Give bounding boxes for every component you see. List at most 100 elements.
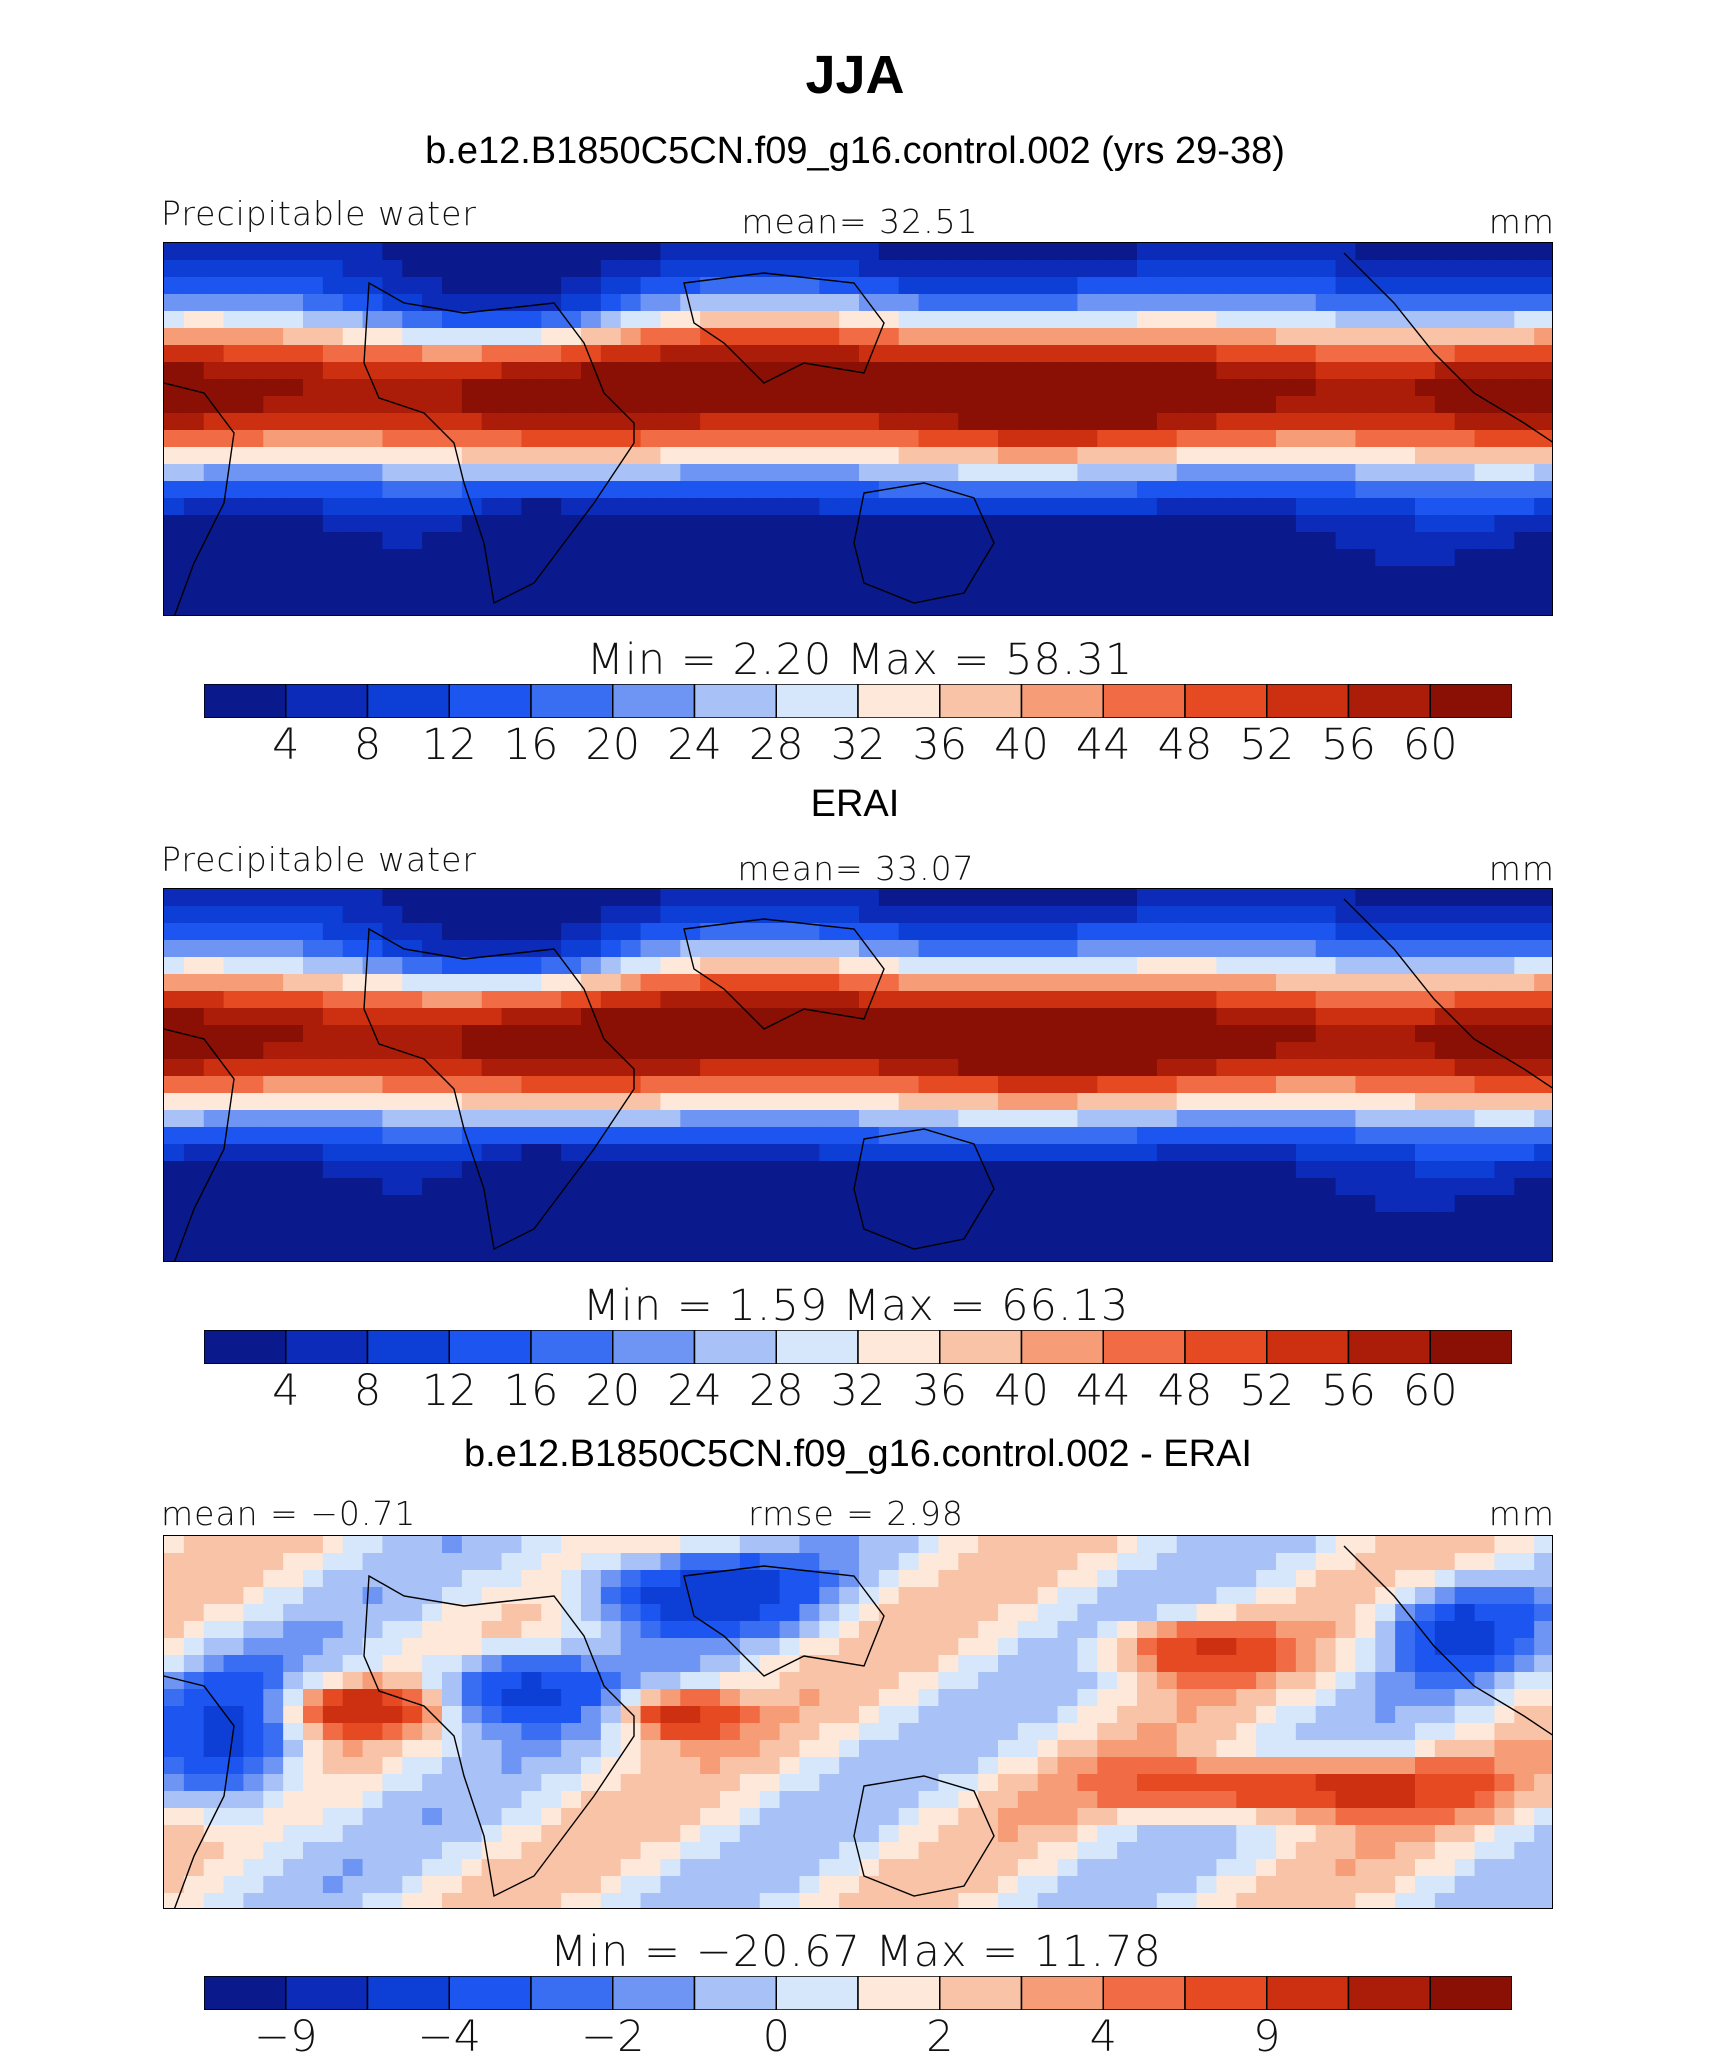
map-cell bbox=[1077, 243, 1098, 261]
map-cell bbox=[1236, 940, 1257, 958]
map-cell bbox=[362, 1536, 384, 1554]
map-cell bbox=[938, 566, 959, 584]
map-cell bbox=[1454, 1638, 1476, 1656]
map-cell bbox=[362, 1757, 384, 1775]
map-cell bbox=[1077, 1025, 1098, 1043]
map-cell bbox=[183, 957, 205, 975]
map-cell bbox=[1236, 1076, 1257, 1094]
map-cell bbox=[283, 1536, 304, 1554]
map-cell bbox=[859, 1093, 880, 1111]
map-cell bbox=[203, 583, 225, 601]
map-cell bbox=[859, 957, 880, 975]
map-cell bbox=[263, 1587, 284, 1605]
map-cell bbox=[1295, 923, 1317, 941]
map-cell bbox=[620, 396, 642, 414]
map-cell bbox=[481, 1246, 503, 1261]
map-cell bbox=[521, 923, 542, 941]
map-cell bbox=[561, 1195, 582, 1213]
map-cell bbox=[1474, 549, 1496, 567]
map-cell bbox=[1315, 430, 1337, 448]
map-cell bbox=[1514, 923, 1535, 941]
map-cell bbox=[1156, 1842, 1178, 1860]
map-cell bbox=[799, 1621, 820, 1639]
map-cell bbox=[303, 1655, 324, 1673]
map-cell bbox=[243, 1195, 264, 1213]
map-cell bbox=[1355, 1110, 1376, 1128]
map-cell bbox=[303, 1093, 324, 1111]
map-cell bbox=[918, 1008, 940, 1026]
map-cell bbox=[581, 1706, 602, 1724]
map-cell bbox=[541, 481, 562, 499]
panel-3-rmse-label: rmse = 2.98 bbox=[748, 1494, 964, 1533]
map-cell bbox=[739, 498, 761, 516]
map-cell bbox=[1335, 1161, 1357, 1179]
map-cell bbox=[1236, 1825, 1257, 1843]
map-cell bbox=[1474, 600, 1496, 615]
map-cell bbox=[183, 1212, 205, 1230]
map-cell bbox=[720, 328, 741, 346]
map-cell bbox=[382, 1059, 403, 1077]
map-cell bbox=[819, 1825, 840, 1843]
map-cell bbox=[1256, 1059, 1277, 1077]
map-cell bbox=[680, 1825, 701, 1843]
colorbar-box bbox=[1429, 1976, 1512, 2010]
map-cell bbox=[739, 1076, 761, 1094]
map-cell bbox=[283, 532, 304, 550]
map-cell bbox=[1434, 1587, 1456, 1605]
map-cell bbox=[739, 260, 761, 278]
map-cell bbox=[1395, 906, 1416, 924]
map-cell bbox=[978, 991, 999, 1009]
map-cell bbox=[1454, 430, 1476, 448]
map-cell bbox=[521, 1808, 542, 1826]
map-cell bbox=[1176, 1774, 1198, 1792]
map-cell bbox=[898, 1723, 920, 1741]
map-cell bbox=[1276, 957, 1297, 975]
map-cell bbox=[1276, 600, 1297, 615]
map-cell bbox=[283, 243, 304, 261]
map-cell bbox=[322, 1178, 344, 1196]
map-cell bbox=[541, 566, 562, 584]
map-cell bbox=[322, 243, 344, 261]
map-cell bbox=[481, 413, 503, 431]
map-cell bbox=[878, 379, 900, 397]
map-cell bbox=[1077, 1229, 1098, 1247]
map-cell bbox=[898, 889, 920, 907]
map-cell bbox=[402, 940, 423, 958]
map-cell bbox=[1315, 1161, 1337, 1179]
map-cell bbox=[799, 1570, 820, 1588]
map-cell bbox=[402, 515, 423, 533]
map-cell bbox=[700, 413, 721, 431]
map-cell bbox=[263, 1025, 284, 1043]
map-cell bbox=[263, 396, 284, 414]
map-cell bbox=[183, 566, 205, 584]
map-cell bbox=[541, 923, 562, 941]
map-cell bbox=[1017, 1229, 1039, 1247]
map-cell bbox=[362, 1161, 384, 1179]
map-cell bbox=[1276, 1893, 1297, 1908]
map-cell bbox=[1276, 345, 1297, 363]
map-cell bbox=[700, 464, 721, 482]
map-cell bbox=[203, 1076, 225, 1094]
map-cell bbox=[342, 1706, 364, 1724]
map-cell bbox=[362, 1178, 384, 1196]
map-cell bbox=[1494, 1893, 1515, 1908]
map-cell bbox=[680, 1229, 701, 1247]
coastline bbox=[853, 1775, 995, 1897]
map-cell bbox=[1434, 1774, 1456, 1792]
map-cell bbox=[1137, 957, 1158, 975]
map-cell bbox=[1276, 940, 1297, 958]
map-cell bbox=[1137, 1774, 1158, 1792]
map-cell bbox=[640, 1553, 662, 1571]
map-cell bbox=[878, 1808, 900, 1826]
map-cell bbox=[1494, 1689, 1515, 1707]
map-cell bbox=[164, 1842, 185, 1860]
map-cell bbox=[1037, 243, 1059, 261]
map-cell bbox=[1196, 396, 1218, 414]
map-cell bbox=[1355, 1706, 1376, 1724]
map-cell bbox=[561, 957, 582, 975]
map-cell bbox=[759, 1076, 781, 1094]
map-cell bbox=[958, 906, 979, 924]
map-cell bbox=[461, 1859, 483, 1877]
map-cell bbox=[1216, 498, 1237, 516]
map-cell bbox=[223, 583, 245, 601]
